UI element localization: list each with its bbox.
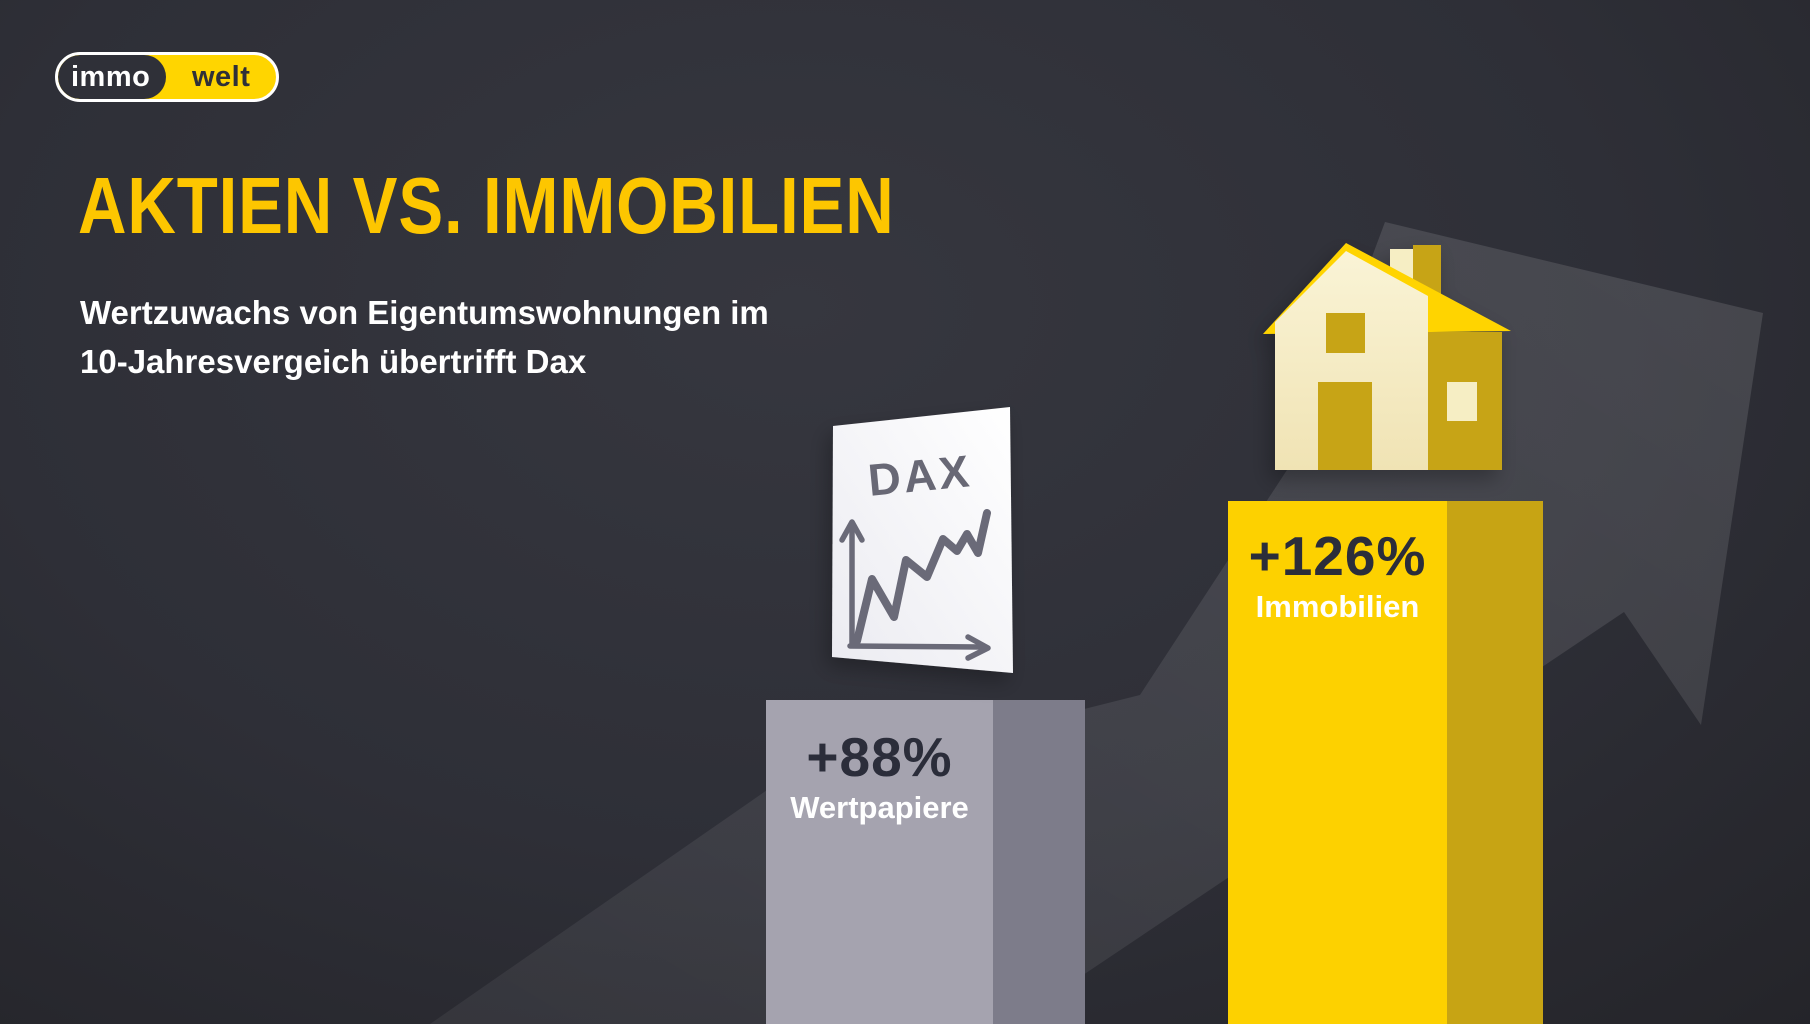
bar-immobilien-front: +126% Immobilien (1228, 501, 1447, 1024)
bar-wertpapiere-text: +88% Wertpapiere (766, 726, 993, 825)
immowelt-logo: immo welt (55, 52, 279, 102)
page-subtitle: Wertzuwachs von Eigentumswohnungen im 10… (80, 288, 769, 386)
logo-dark-segment: immo (58, 55, 167, 99)
bar-wertpapiere-front: +88% Wertpapiere (766, 700, 993, 1024)
page-title: AKTIEN VS. IMMOBILIEN (78, 161, 895, 250)
bar-immobilien: +126% Immobilien (1228, 501, 1543, 1024)
logo-text-immo: immo (71, 60, 151, 93)
bar-immobilien-text: +126% Immobilien (1228, 525, 1447, 624)
value-label-wertpapiere: +88% (806, 726, 953, 788)
category-label-immobilien: Immobilien (1255, 589, 1420, 624)
subtitle-line-2: 10-Jahresvergeich übertrifft Dax (80, 343, 587, 380)
logo-text-welt: welt (191, 60, 251, 93)
logo-yellow-segment: welt (166, 55, 276, 99)
bar-wertpapiere: +88% Wertpapiere (766, 700, 1085, 1024)
bar-wertpapiere-side (993, 700, 1085, 1024)
subtitle-line-1: Wertzuwachs von Eigentumswohnungen im (80, 294, 769, 331)
category-label-wertpapiere: Wertpapiere (790, 790, 969, 825)
value-label-immobilien: +126% (1248, 525, 1427, 587)
bar-immobilien-side (1447, 501, 1543, 1024)
